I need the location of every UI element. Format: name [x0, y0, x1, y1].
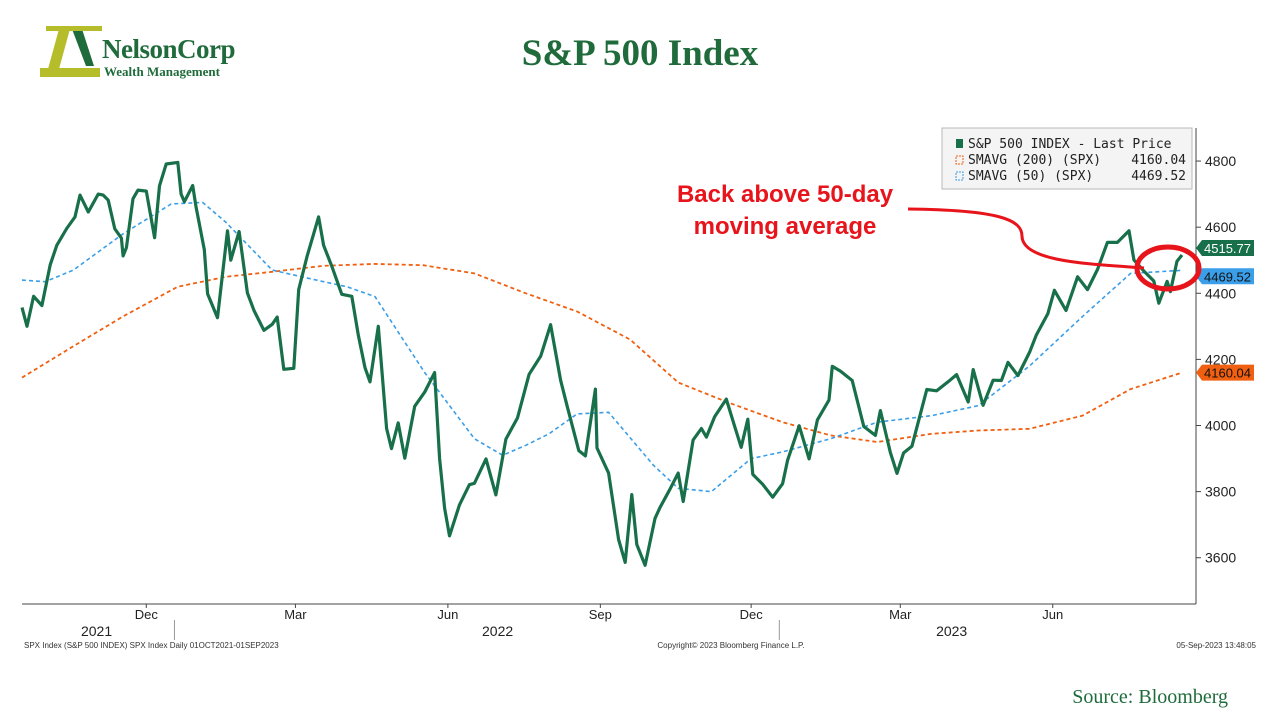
legend-value: 4160.04 — [1131, 153, 1186, 168]
logo-name: NelsonCorp — [102, 34, 236, 64]
axes-layer: 3600 3800 4000 4200 4400 4600 4800 Dec Mar Jun Sep… — [22, 128, 1236, 640]
footer-center: Copyright© 2023 Bloomberg Finance L.P. — [657, 641, 804, 650]
price-line — [20, 160, 1184, 567]
legend-swatch — [955, 155, 964, 165]
annotation-layer: Back above 50-day moving average — [677, 181, 1202, 292]
footer-right: 05-Sep-2023 13:48:05 — [1176, 641, 1256, 650]
x-tick-label: Dec — [135, 607, 159, 622]
y-tick-label: 4800 — [1205, 153, 1236, 169]
last-value-label: 4160.04 — [1204, 366, 1251, 381]
y-tick-label: 4600 — [1205, 219, 1236, 235]
x-tick-label: Sep — [589, 607, 612, 622]
last-value-label: 4469.52 — [1204, 269, 1251, 284]
sma50-line — [21, 201, 1183, 493]
last-value-tag — [1196, 364, 1254, 381]
x-tick-label: Mar — [284, 607, 307, 622]
logo-subtitle: Wealth Management — [104, 64, 220, 79]
legend-label: S&P 500 INDEX - Last Price — [968, 137, 1172, 152]
last-value-label: 4515.77 — [1204, 241, 1251, 256]
annotation-text: Back above 50-day — [677, 181, 894, 208]
footer-left: SPX Index (S&P 500 INDEX) SPX Index Dail… — [24, 641, 279, 650]
sma200-line — [21, 262, 1183, 443]
series-layer: 4515.77 4469.52 4160.04 — [20, 160, 1254, 567]
year-label: 2021 — [81, 623, 112, 639]
legend-label: SMAVG (50) (SPX) — [968, 169, 1093, 184]
annotation-text: moving average — [694, 213, 877, 240]
company-logo: NelsonCorp Wealth Management — [40, 26, 250, 82]
last-value-tag — [1196, 240, 1254, 257]
page-title: S&P 500 Index — [521, 33, 759, 74]
legend-label: SMAVG (200) (SPX) — [968, 153, 1101, 168]
legend-swatch — [956, 139, 963, 148]
last-value-tag — [1196, 268, 1254, 285]
y-tick-label: 4000 — [1205, 418, 1236, 434]
x-tick-label: Jun — [1042, 607, 1063, 622]
x-tick-label: Dec — [740, 607, 764, 622]
legend-value: 4469.52 — [1131, 169, 1186, 184]
y-tick-label: 4200 — [1205, 351, 1236, 367]
legend-swatch — [955, 171, 964, 181]
source-note: Source: Bloomberg — [1072, 686, 1228, 708]
year-label: 2022 — [482, 623, 513, 639]
y-tick-label: 3800 — [1205, 484, 1236, 500]
annotation-arrow — [907, 207, 1145, 270]
legend-box — [941, 127, 1193, 190]
year-label: 2023 — [936, 623, 967, 639]
x-tick-label: Mar — [889, 607, 912, 622]
sp500-line-chart: 3600 3800 4000 4200 4400 4600 4800 Dec Mar Jun Sep… — [20, 127, 1257, 650]
nelsoncorp-n-logo-icon — [40, 26, 102, 77]
y-tick-label: 3600 — [1205, 550, 1236, 566]
x-tick-label: Jun — [437, 607, 458, 622]
footer-layer: SPX Index (S&P 500 INDEX) SPX Index Dail… — [24, 641, 1257, 650]
annotation-circle — [1134, 244, 1202, 292]
y-tick-label: 4400 — [1205, 285, 1236, 301]
